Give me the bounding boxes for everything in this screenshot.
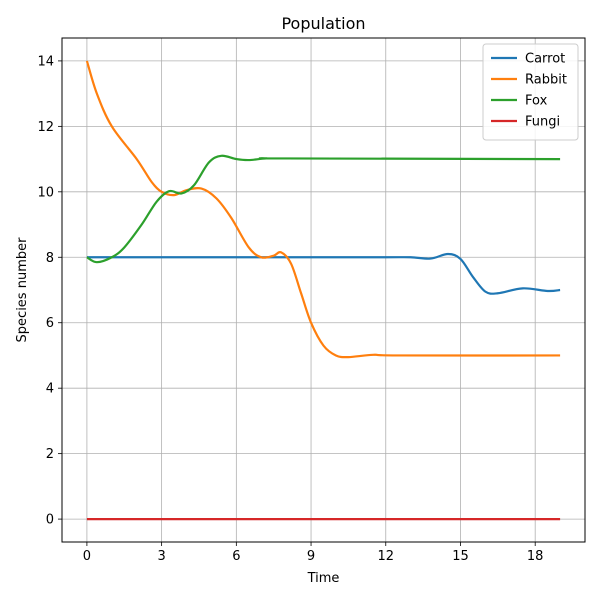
x-tick-label: 6 bbox=[232, 549, 240, 564]
x-tick-label: 0 bbox=[83, 549, 91, 564]
series-line-carrot bbox=[86, 252, 561, 295]
y-tick-label: 10 bbox=[37, 185, 54, 200]
legend-box bbox=[482, 43, 579, 141]
plot-frame bbox=[61, 37, 586, 543]
axis-ticks: 0 3 6 9 12 15 18 0 2 4 6 8 10 12 14 bbox=[37, 54, 543, 564]
y-tick-label: 0 bbox=[46, 513, 54, 528]
x-tick-label: 12 bbox=[377, 549, 394, 564]
series-line-rabbit bbox=[85, 60, 561, 359]
legend: Carrot Rabbit Fox Fungi bbox=[482, 43, 579, 141]
y-tick-label: 6 bbox=[46, 316, 54, 331]
y-tick-label: 4 bbox=[46, 382, 54, 397]
y-tick-label: 2 bbox=[46, 447, 54, 462]
chart-title: Population bbox=[281, 14, 365, 33]
x-tick-label: 3 bbox=[157, 549, 165, 564]
y-axis-title: Species number bbox=[15, 237, 30, 343]
series-lines bbox=[85, 60, 561, 521]
y-tick-label: 12 bbox=[37, 120, 54, 135]
legend-label: Rabbit bbox=[525, 73, 567, 88]
legend-label: Fungi bbox=[525, 115, 560, 130]
y-tick-label: 14 bbox=[37, 54, 54, 69]
x-tick-label: 9 bbox=[307, 549, 315, 564]
legend-label: Carrot bbox=[525, 52, 565, 67]
x-tick-label: 15 bbox=[452, 549, 469, 564]
legend-label: Fox bbox=[525, 94, 548, 109]
x-axis-title: Time bbox=[307, 571, 340, 586]
x-tick-label: 18 bbox=[527, 549, 544, 564]
y-tick-label: 8 bbox=[46, 251, 54, 266]
series-line-fox bbox=[86, 154, 561, 264]
